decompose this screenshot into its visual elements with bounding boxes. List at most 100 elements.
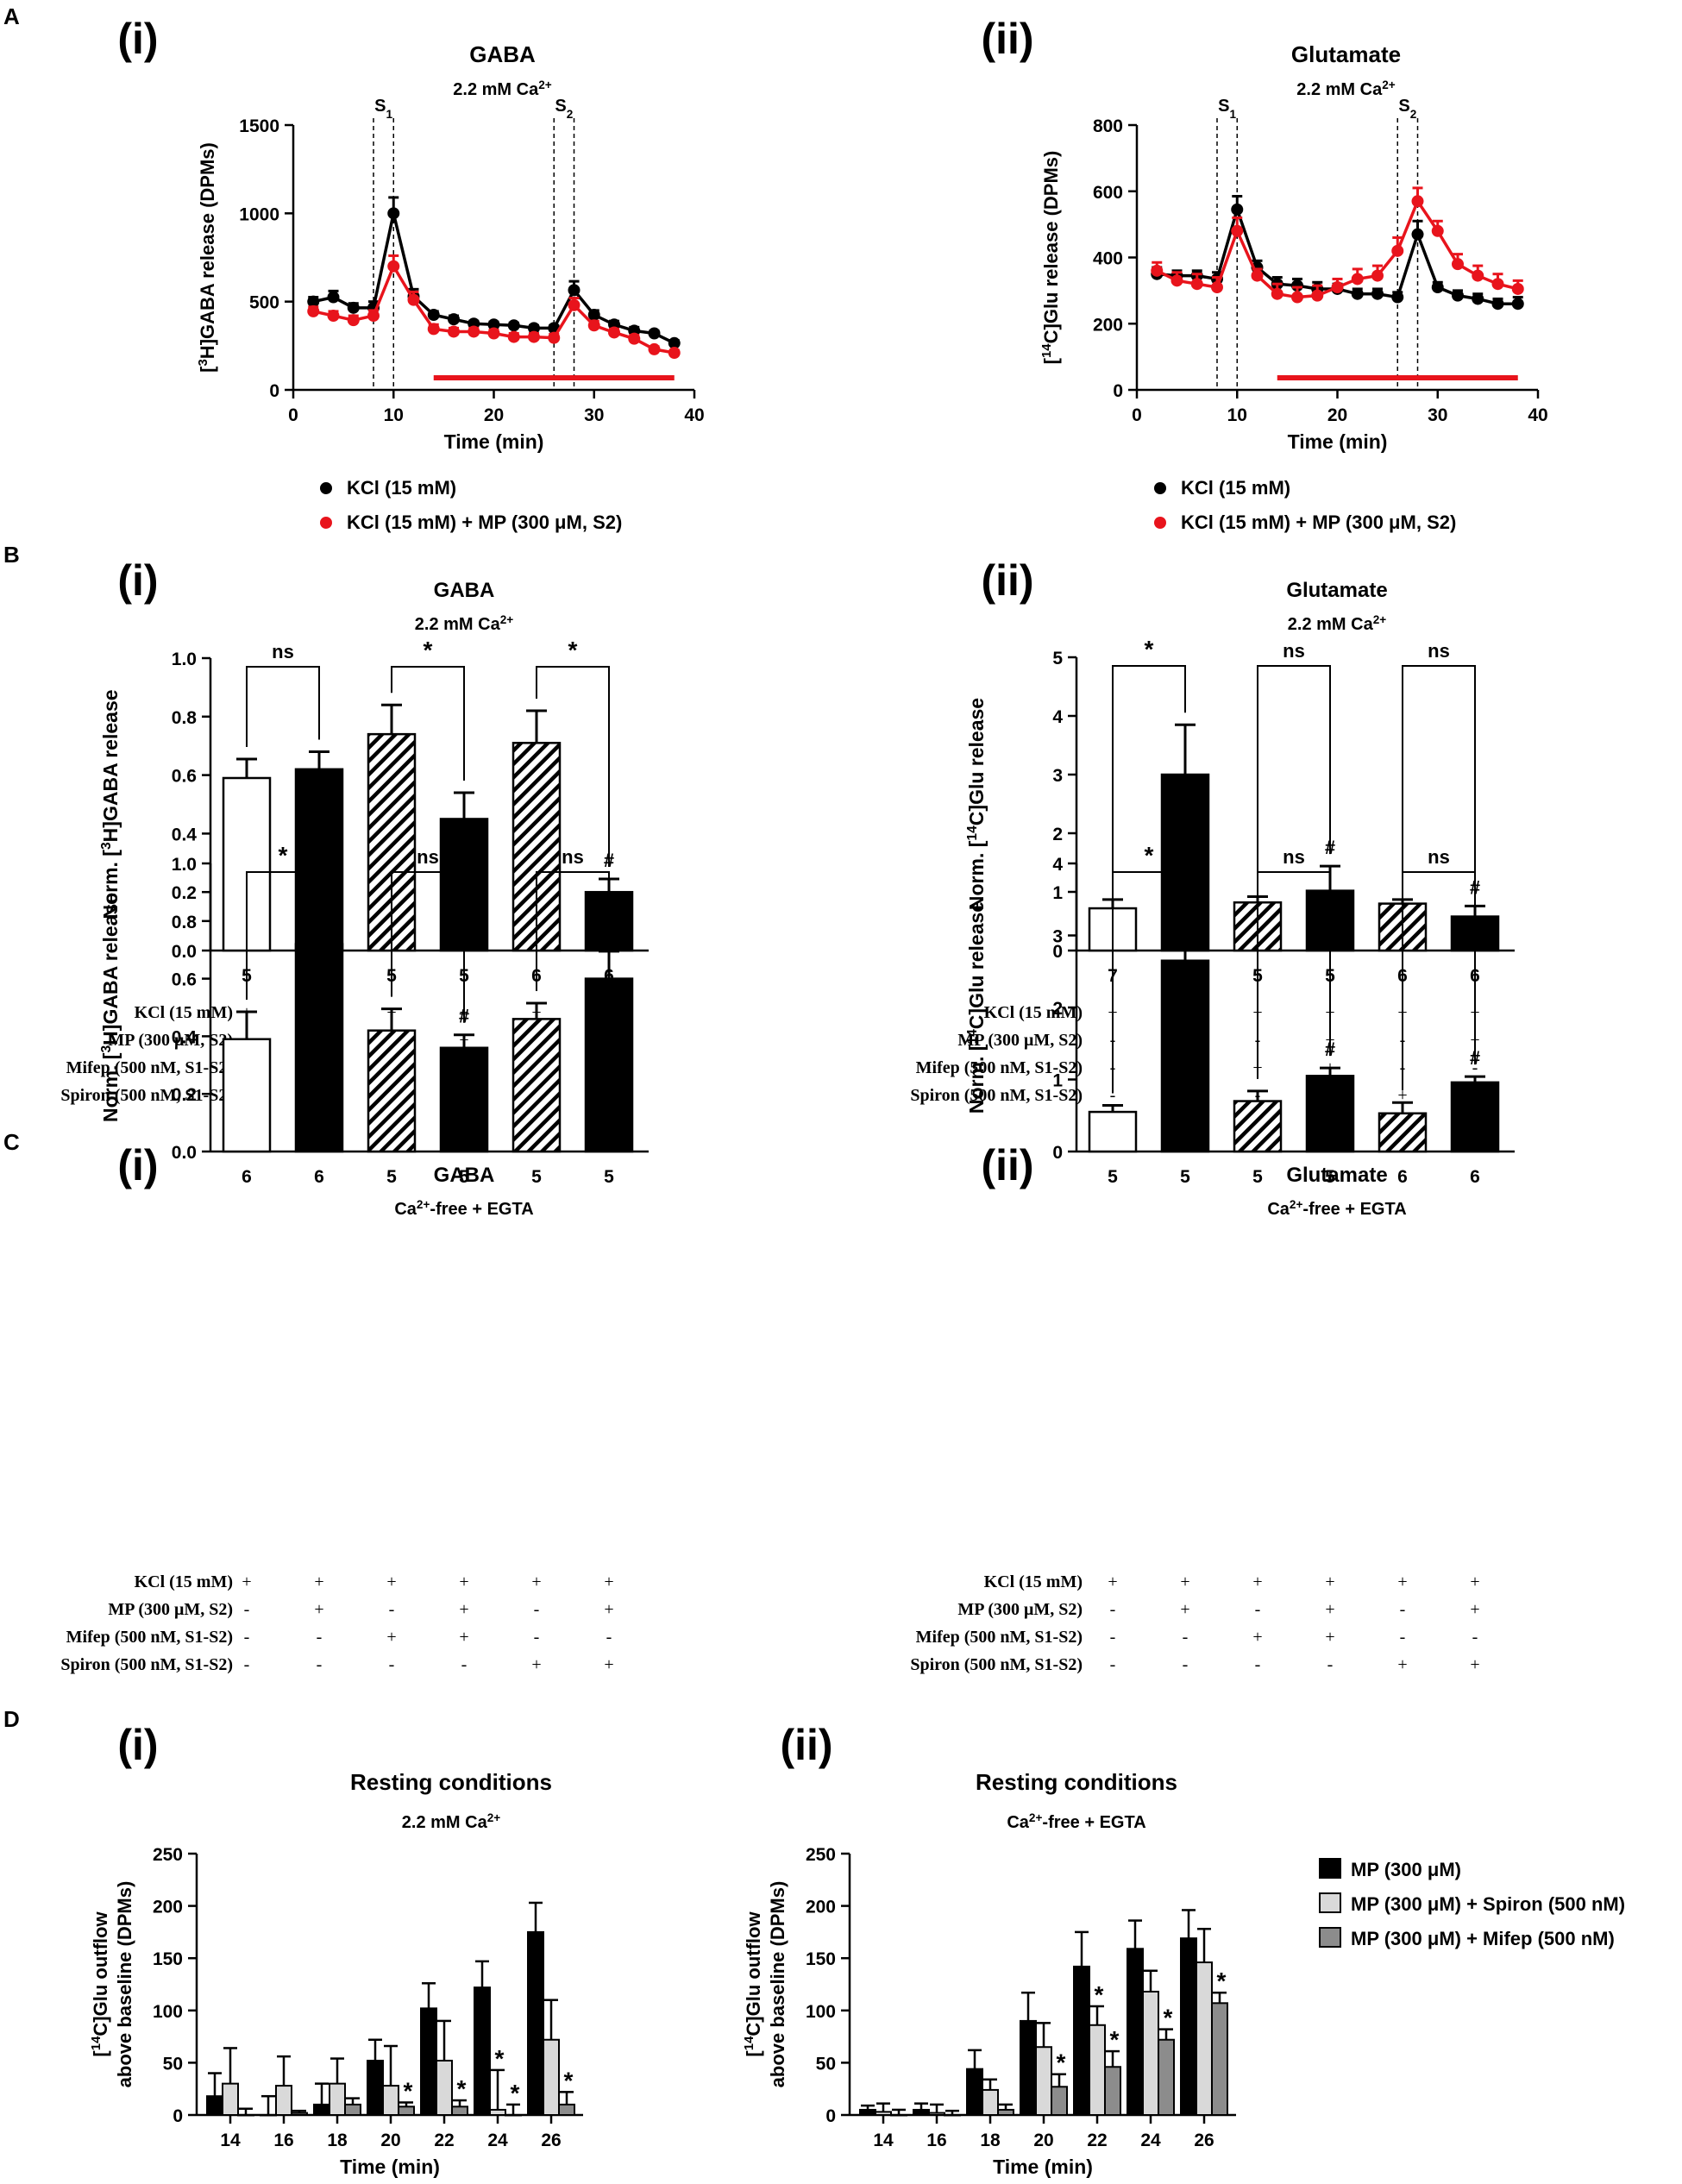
- condition-mark: -: [534, 1628, 540, 1647]
- data-point: [648, 327, 661, 340]
- data-point: [1371, 287, 1384, 300]
- bar-light: [875, 2111, 892, 2117]
- condition-label: KCl (15 mM): [984, 1003, 1083, 1022]
- data-point: [1151, 264, 1164, 277]
- series-line: [312, 262, 675, 355]
- y-tick-label: 250: [806, 1845, 836, 1865]
- data-point: [587, 319, 600, 332]
- condition-mark: -: [1183, 1655, 1189, 1674]
- significance-label: ns: [1428, 640, 1450, 662]
- y-tick-label: 0.2: [172, 1085, 197, 1105]
- bar-dark: [558, 2103, 575, 2116]
- condition-mark: +: [604, 1655, 613, 1674]
- data-point: [307, 304, 320, 317]
- condition-mark: +: [1180, 1572, 1189, 1591]
- data-point: [568, 298, 581, 311]
- y-axis-label: [14C]Glu outflow: [89, 1911, 112, 2057]
- bar-light: [1089, 2024, 1106, 2117]
- x-tick-label: 24: [487, 2131, 508, 2150]
- stim-label: S1: [374, 97, 392, 121]
- panel-letter-C: C: [3, 1129, 20, 1155]
- condition-label: KCl (15 mM): [984, 1572, 1083, 1591]
- condition-mark: +: [1325, 1572, 1334, 1591]
- y-tick-label: 1: [1052, 883, 1063, 903]
- y-tick-label: 0.0: [172, 942, 197, 962]
- condition-mark: -: [606, 1628, 612, 1647]
- condition-mark: -: [1472, 1058, 1478, 1077]
- legend-swatch: [1319, 1858, 1341, 1879]
- chart-subtitle: Ca2+-free + EGTA: [1007, 1811, 1145, 1833]
- condition-mark: +: [459, 1600, 468, 1619]
- bar-black: [1020, 2019, 1037, 2116]
- data-point: [1511, 282, 1524, 295]
- legend-label: MP (300 μM) + Mifep (500 nM): [1351, 1928, 1615, 1949]
- legend-label: KCl (15 mM) + MP (300 μM, S2): [1181, 511, 1456, 533]
- condition-mark: -: [1472, 1628, 1478, 1647]
- data-point: [1170, 274, 1183, 287]
- n-label: 5: [1108, 1167, 1118, 1187]
- chart-title: Resting conditions: [976, 1769, 1177, 1795]
- data-point: [648, 342, 661, 355]
- y-tick-label: 50: [163, 2054, 183, 2074]
- bar-dark: [398, 2106, 415, 2116]
- data-point: [507, 330, 520, 343]
- data-point: [387, 260, 400, 273]
- significance-label: ns: [417, 846, 439, 868]
- panel-sublabel: (ii): [981, 556, 1033, 605]
- y-tick-label: 0: [825, 2106, 836, 2126]
- y-tick-label: 0: [1052, 1143, 1063, 1163]
- bar-dark: [291, 2112, 308, 2116]
- chart-A-i: (i) GABA 2.2 mM Ca2+ 0 500 1000 1500 0 10 20 30 40 T…: [117, 15, 704, 533]
- condition-mark: +: [531, 1655, 541, 1674]
- y-tick-label: 2: [1052, 999, 1063, 1019]
- n-label: 6: [314, 1167, 324, 1187]
- bar-solid: [1450, 1081, 1500, 1153]
- y-tick-label: 600: [1093, 183, 1123, 203]
- condition-mark: -: [1400, 1600, 1406, 1619]
- condition-mark: -: [1400, 1628, 1406, 1647]
- x-tick-label: 24: [1140, 2131, 1161, 2150]
- data-point: [327, 310, 340, 323]
- bar-dark: [890, 2114, 907, 2117]
- condition-mark: -: [389, 1655, 395, 1674]
- chart-title: GABA: [434, 579, 495, 602]
- y-tick-label: 150: [806, 1949, 836, 1969]
- condition-mark: -: [244, 1655, 250, 1674]
- panel-sublabel: (i): [117, 1721, 158, 1769]
- n-label: 5: [459, 1167, 469, 1187]
- data-point: [1431, 281, 1444, 294]
- condition-mark: -: [244, 1628, 250, 1647]
- n-label: 5: [1180, 1167, 1190, 1187]
- data-point: [1311, 289, 1324, 302]
- y-tick-label: 0: [173, 2106, 183, 2126]
- bar-dark: [1051, 2086, 1068, 2116]
- bar-black: [313, 2103, 330, 2116]
- condition-mark: +: [1325, 1628, 1334, 1647]
- significance-star: *: [495, 2045, 505, 2072]
- bar-dark: [1211, 2002, 1228, 2116]
- significance-label: ns: [272, 641, 294, 662]
- panel-sublabel: (i): [117, 1141, 158, 1189]
- bar-black: [420, 2007, 437, 2116]
- y-tick-label: 2: [1052, 825, 1063, 844]
- condition-mark: +: [1397, 1655, 1407, 1674]
- bar-black: [913, 2108, 930, 2116]
- chart-subtitle: Ca2+-free + EGTA: [1267, 1198, 1406, 1220]
- drug-application-bar: [1277, 375, 1518, 380]
- bar-hatch: [1378, 1112, 1428, 1153]
- bar-dark: [997, 2108, 1014, 2116]
- y-tick-label: 800: [1093, 116, 1123, 136]
- significance-bracket: [246, 871, 320, 1001]
- data-point: [1211, 281, 1223, 294]
- data-point: [448, 313, 460, 326]
- data-point: [608, 326, 620, 339]
- x-tick-label: 10: [384, 405, 404, 425]
- condition-mark: -: [1327, 1655, 1334, 1674]
- significance-star: *: [1110, 2026, 1120, 2053]
- y-axis-label: above baseline (DPMs): [114, 1881, 135, 2088]
- legend-label: KCl (15 mM): [1181, 477, 1290, 499]
- y-tick-label: 0: [269, 381, 279, 401]
- y-axis-label: [3H]GABA release (DPMs): [196, 142, 219, 373]
- data-point: [1472, 269, 1484, 282]
